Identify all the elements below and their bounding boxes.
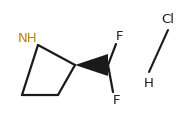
Text: Cl: Cl bbox=[162, 13, 175, 26]
Text: H: H bbox=[144, 77, 154, 90]
Text: NH: NH bbox=[18, 31, 38, 45]
Polygon shape bbox=[75, 54, 108, 76]
Text: F: F bbox=[113, 93, 121, 107]
Text: F: F bbox=[116, 30, 124, 42]
